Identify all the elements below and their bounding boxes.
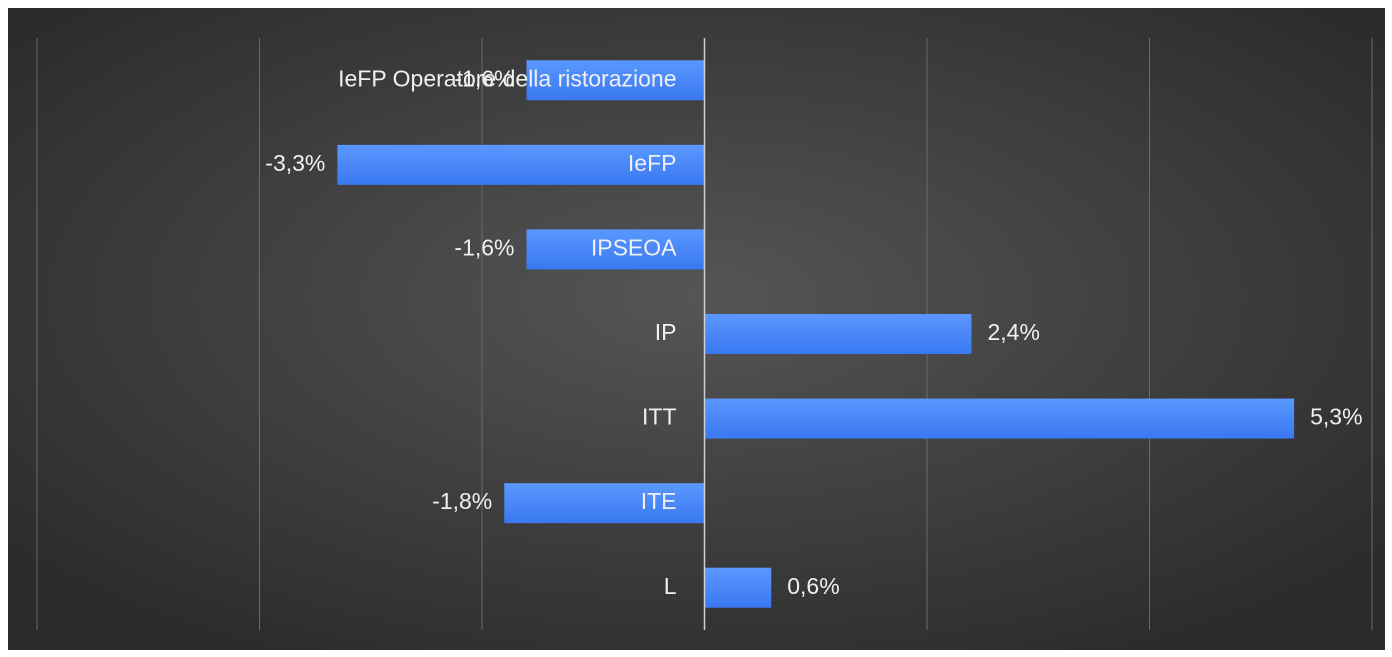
bar [704, 314, 972, 354]
chart-background [8, 8, 1385, 650]
value-label: -1,6% [454, 65, 514, 91]
category-label: L [664, 573, 677, 599]
value-label: 0,6% [787, 573, 839, 599]
value-label: -1,6% [454, 235, 514, 261]
category-label: ITT [642, 404, 677, 430]
category-label: IeFP Operatore della ristorazione [338, 65, 676, 91]
bar [526, 60, 705, 101]
bar [337, 144, 705, 185]
bar [704, 398, 1295, 439]
category-label: IPSEOA [591, 235, 677, 261]
bar [504, 483, 705, 524]
value-label: 5,3% [1310, 404, 1362, 430]
value-label: -1,8% [432, 488, 492, 514]
value-label: -3,3% [265, 150, 325, 176]
category-label: IP [655, 319, 677, 345]
value-label: 2,4% [988, 319, 1040, 345]
category-label: IeFP [628, 150, 677, 176]
bar [526, 229, 705, 270]
bar [704, 567, 772, 608]
category-label: ITE [641, 488, 677, 514]
